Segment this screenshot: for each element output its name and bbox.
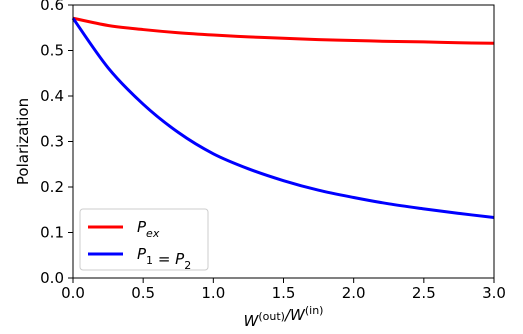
y-tick-label: 0.6 <box>40 0 64 14</box>
y-tick-label: 0.3 <box>40 133 64 151</box>
y-tick-label: 0.1 <box>40 224 64 242</box>
series-line-0 <box>72 16 495 45</box>
y-tick-label: 0.2 <box>40 178 64 196</box>
x-tick-label: 1.5 <box>272 284 296 302</box>
series-lines <box>71 16 495 219</box>
x-tick-label: 0.5 <box>131 284 155 302</box>
legend-label-pex: Pex <box>137 218 160 240</box>
x-tick-label: 2.0 <box>342 284 366 302</box>
legend: Pex P1 = P2 <box>79 208 209 272</box>
x-tick-label: 1.0 <box>201 284 225 302</box>
y-tick-label: 0.5 <box>40 42 64 60</box>
x-axis-label: W(out)/W(in) <box>244 304 324 330</box>
series-line-1 <box>71 17 495 219</box>
legend-label-p1-p2: P1 = P2 <box>137 245 191 272</box>
x-tick-label: 2.5 <box>412 284 436 302</box>
x-tick-label: 0.0 <box>61 284 85 302</box>
y-axis-ticks: 0.0 0.1 0.2 0.3 0.4 0.5 0.6 <box>40 0 73 287</box>
y-tick-label: 0.4 <box>40 87 64 105</box>
y-axis-label: Polarization <box>14 98 32 185</box>
x-tick-label: 3.0 <box>482 284 506 302</box>
y-tick-label: 0.0 <box>40 269 64 287</box>
x-axis-ticks: 0.0 0.5 1.0 1.5 2.0 2.5 3.0 <box>61 278 506 302</box>
